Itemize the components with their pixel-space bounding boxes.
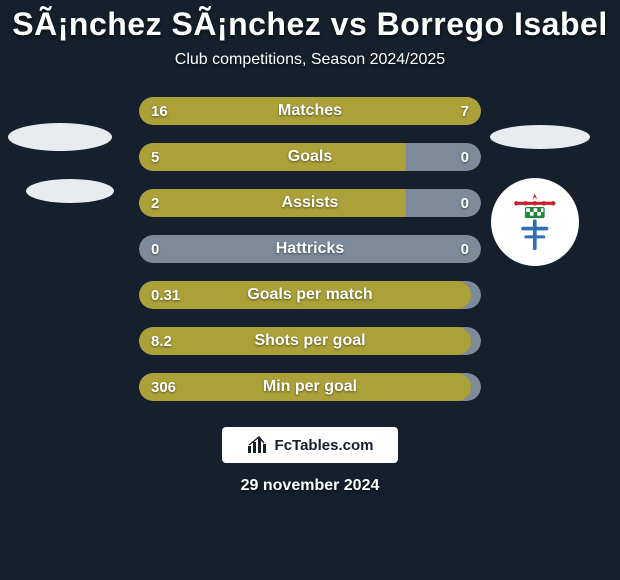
- stat-fill-left: [139, 281, 471, 309]
- stat-row: Hattricks00: [139, 235, 481, 263]
- stat-fill-left: [139, 143, 406, 171]
- decor-ellipse: [8, 123, 112, 151]
- stat-row: Assists20: [139, 189, 481, 217]
- decor-ellipse: [490, 125, 590, 149]
- club-badge-icon: [504, 191, 566, 253]
- bars-container: Matches167 Goals50 Assists20 Hattricks00 Goa…: [139, 97, 481, 401]
- content-root: SÃ¡nchez SÃ¡nchez vs Borrego Isabel Club…: [0, 0, 620, 580]
- page-title: SÃ¡nchez SÃ¡nchez vs Borrego Isabel: [12, 6, 607, 43]
- stat-fill-left: [139, 327, 471, 355]
- club-badge: [491, 178, 579, 266]
- stat-fill-left: [139, 373, 471, 401]
- stat-fill-left: [139, 97, 378, 125]
- decor-ellipse: [26, 179, 114, 203]
- fctables-logo-text: FcTables.com: [275, 437, 374, 454]
- stat-fill-left: [139, 189, 406, 217]
- bars-icon: [247, 436, 269, 454]
- stat-row: Goals50: [139, 143, 481, 171]
- stat-track: [139, 235, 481, 263]
- stat-row: Min per goal306: [139, 373, 481, 401]
- stat-row: Goals per match0.31: [139, 281, 481, 309]
- stat-row: Shots per goal8.2: [139, 327, 481, 355]
- fctables-logo: FcTables.com: [222, 427, 398, 463]
- footer-date: 29 november 2024: [241, 477, 380, 495]
- stat-fill-right: [378, 97, 481, 125]
- subtitle: Club competitions, Season 2024/2025: [175, 51, 445, 69]
- stat-row: Matches167: [139, 97, 481, 125]
